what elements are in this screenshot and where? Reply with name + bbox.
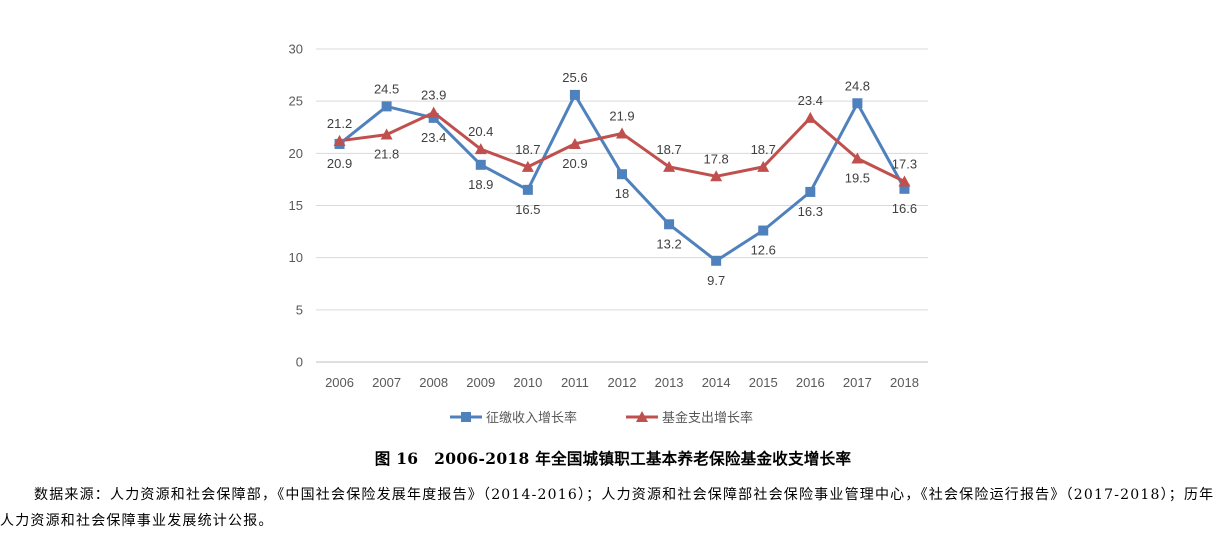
y-tick-label: 20 — [289, 146, 303, 161]
x-tick-label: 2011 — [561, 375, 589, 390]
y-axis-ticks: 0 5 10 15 20 25 30 — [289, 42, 303, 370]
data-label: 20.9 — [327, 156, 352, 171]
data-point — [475, 159, 486, 170]
legend-label: 基金支出增长率 — [662, 410, 753, 426]
data-label: 16.5 — [515, 202, 540, 217]
data-point — [664, 219, 675, 230]
gridlines — [316, 48, 928, 363]
data-label: 23.4 — [421, 130, 446, 145]
data-point — [804, 111, 817, 123]
legend-marker — [461, 412, 471, 422]
y-tick-label: 30 — [289, 42, 303, 57]
data-label: 20.9 — [562, 156, 587, 171]
data-point — [758, 225, 769, 236]
x-tick-label: 2007 — [372, 375, 401, 390]
data-label: 19.5 — [845, 171, 870, 186]
x-tick-label: 2016 — [796, 375, 825, 390]
x-tick-label: 2009 — [466, 375, 495, 390]
data-point — [898, 175, 911, 187]
data-label: 18.7 — [751, 142, 776, 157]
data-label: 25.6 — [562, 70, 587, 85]
legend: 征缴收入增长率 基金支出增长率 — [450, 410, 753, 426]
data-point — [333, 134, 346, 146]
data-label: 20.4 — [468, 124, 493, 139]
data-point — [427, 106, 440, 118]
legend-label: 征缴收入增长率 — [486, 410, 577, 426]
data-label: 9.7 — [707, 273, 725, 288]
y-tick-label: 15 — [289, 198, 303, 213]
data-label: 17.8 — [703, 151, 728, 166]
y-tick-label: 0 — [296, 355, 303, 370]
data-label: 18.7 — [515, 142, 540, 157]
data-point — [616, 127, 628, 139]
data-point — [805, 186, 816, 197]
line-chart: 0 5 10 15 20 25 30 2006 2007 2008 2009 2010 2011 201… — [289, 42, 928, 426]
data-label: 23.9 — [421, 88, 446, 103]
data-label: 17.3 — [892, 157, 917, 172]
x-tick-label: 2017 — [843, 375, 872, 390]
data-label: 23.4 — [798, 93, 823, 108]
data-label: 24.8 — [845, 78, 870, 93]
x-axis-ticks: 2006 2007 2008 2009 2010 2011 2012 2013 2014 2015… — [325, 375, 919, 390]
source-note: 数据来源：人力资源和社会保障部，《中国社会保险发展年度报告》（2014-2016… — [0, 487, 1215, 529]
legend-marker — [636, 411, 648, 422]
data-point — [428, 112, 439, 123]
data-point — [380, 128, 393, 140]
data-label: 12.6 — [751, 243, 776, 258]
x-tick-label: 2014 — [702, 375, 731, 390]
data-label: 13.2 — [656, 236, 681, 251]
data-point — [899, 183, 910, 194]
data-point — [569, 89, 580, 100]
x-tick-label: 2012 — [608, 375, 637, 390]
data-point — [617, 169, 627, 180]
data-point — [851, 152, 864, 164]
data-label: 21.9 — [609, 109, 634, 124]
data-label: 16.3 — [798, 204, 823, 219]
data-point — [568, 137, 581, 149]
figure-caption: 图 16 2006-2018 年全国城镇职工基本养老保险基金收支增长率 — [374, 449, 852, 468]
y-tick-label: 10 — [289, 250, 303, 265]
data-point — [663, 160, 676, 172]
series-markers — [333, 89, 911, 266]
data-label: 21.8 — [374, 147, 399, 162]
data-label: 21.2 — [327, 116, 352, 131]
x-tick-label: 2013 — [655, 375, 684, 390]
data-point — [757, 160, 770, 172]
x-tick-label: 2010 — [513, 375, 542, 390]
data-labels: 20.9 21.2 24.5 21.8 23.4 23.9 18.9 20.4 16.5 18.7… — [327, 70, 917, 288]
y-tick-label: 25 — [289, 94, 303, 109]
data-point — [521, 160, 534, 172]
data-label: 18 — [615, 186, 629, 201]
x-tick-label: 2018 — [890, 375, 919, 390]
data-label: 18.7 — [656, 142, 681, 157]
x-tick-label: 2006 — [325, 375, 354, 390]
x-tick-label: 2008 — [419, 375, 448, 390]
data-label: 16.6 — [892, 201, 917, 216]
data-point — [852, 98, 863, 109]
data-point — [522, 184, 533, 195]
data-point — [474, 143, 487, 155]
data-point — [710, 170, 723, 182]
data-label: 24.5 — [374, 81, 399, 96]
data-point — [381, 101, 392, 112]
y-tick-label: 5 — [296, 302, 303, 317]
data-label: 18.9 — [468, 177, 493, 192]
data-point — [711, 255, 722, 266]
x-tick-label: 2015 — [749, 375, 778, 390]
